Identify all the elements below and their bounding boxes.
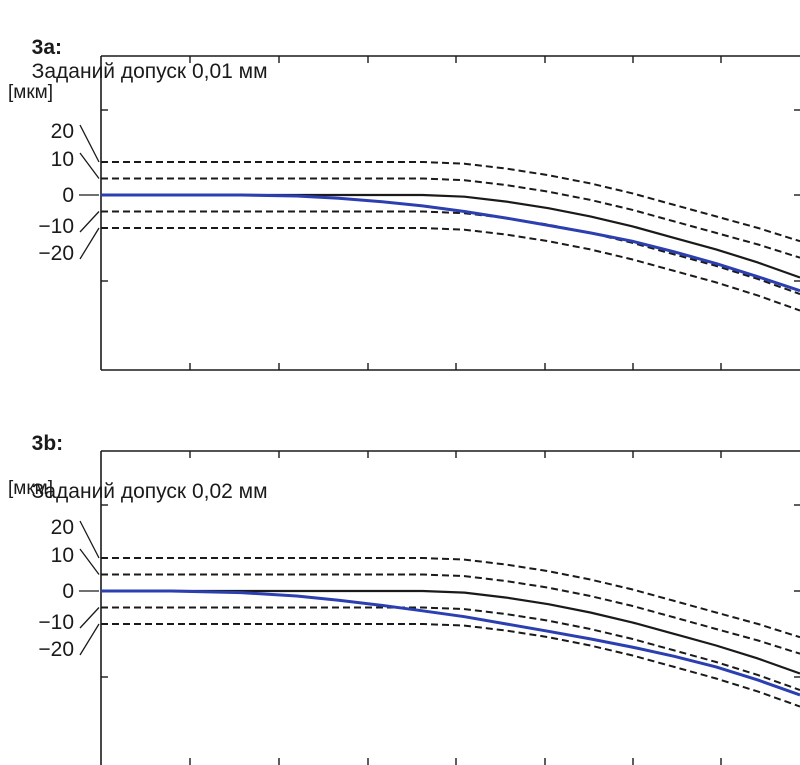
leader-line [79,548,100,575]
panel-3b-prefix: 3b: [31,432,64,455]
series-lower-band-outer [101,227,800,312]
y-tick-label: 20 [51,120,74,143]
series-lower-band-inner [101,210,800,295]
series-upper-band-outer [101,557,800,639]
series-upper-band-outer [101,161,800,243]
series-lower-band-outer [101,623,800,708]
series-lower-band-inner [101,606,800,691]
panel-3b-title-text: Заданий допуск 0,02 мм [31,480,268,503]
leader-line [79,152,100,179]
series-upper-band-inner [101,573,800,655]
series-actual-path [101,589,800,697]
y-tick-label: 10 [51,148,74,171]
panel-3a-title-text: Заданий допуск 0,01 мм [31,60,268,83]
y-tick-label: 0 [62,184,74,207]
y-tick-label: 0 [62,580,74,603]
leader-line [79,227,100,260]
leader-line [79,623,100,656]
panel-3b-title: 3b: Заданий допуск 0,02 мм [20,408,268,504]
panel-3a-title: 3a: Заданий допуск 0,01 мм [20,12,268,84]
leader-line [79,520,100,559]
leader-line [79,124,100,163]
y-tick-label: −20 [38,242,74,265]
series-upper-band-inner [101,177,800,259]
unit-label: [мкм] [8,478,53,499]
series-actual-path [101,193,800,293]
series-nominal-contour [101,193,800,279]
panel-3a-prefix: 3a: [31,36,63,59]
y-tick-label: −20 [38,638,74,661]
y-tick-label: −10 [38,215,74,238]
series-nominal-contour [101,589,800,675]
y-tick-label: 20 [51,516,74,539]
y-tick-label: −10 [38,611,74,634]
y-tick-label: 10 [51,544,74,567]
unit-label: [мкм] [8,82,53,103]
leader-line [79,607,100,629]
leader-line [79,211,100,233]
